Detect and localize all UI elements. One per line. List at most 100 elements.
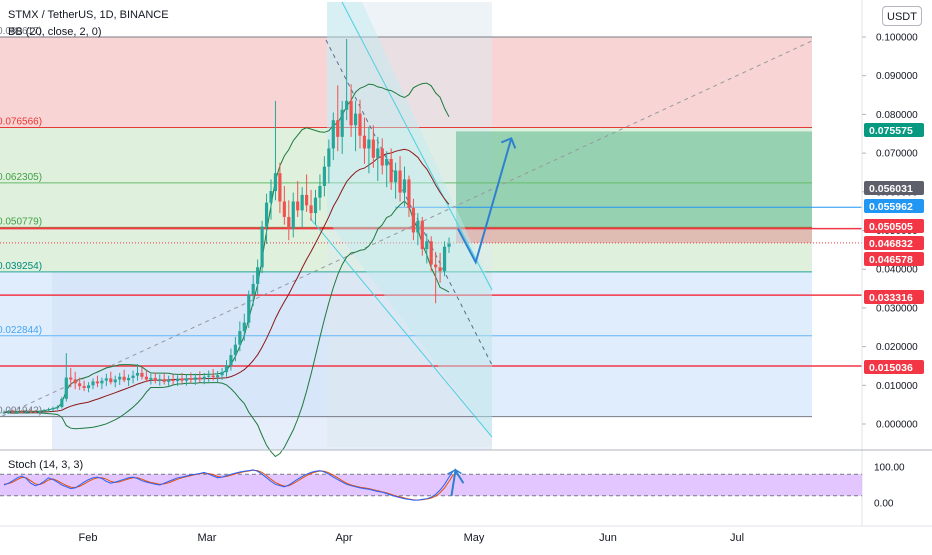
- candle-body: [429, 241, 433, 265]
- candle-body: [113, 379, 117, 383]
- candle-body: [20, 412, 24, 414]
- candle-body: [207, 375, 211, 377]
- candle-body: [216, 375, 220, 378]
- descending-channel: [327, 2, 492, 437]
- price-tag-label: 0.050505: [869, 221, 913, 233]
- candle-body: [305, 194, 309, 206]
- candle-body: [55, 406, 59, 409]
- candle-body: [287, 216, 291, 229]
- candle-body: [184, 378, 189, 381]
- stoch-band: [0, 474, 862, 496]
- candle-body: [82, 386, 86, 389]
- candle-body: [109, 378, 113, 383]
- candle-body: [282, 201, 286, 217]
- candle-body: [162, 379, 166, 382]
- candle-body: [233, 344, 237, 356]
- y-tick-label: 0.100000: [876, 33, 918, 44]
- price-tag: [864, 236, 924, 250]
- price-tag: [864, 252, 924, 266]
- candle-body: [175, 378, 180, 382]
- selection-range-zone: [327, 2, 492, 447]
- candle-body: [238, 331, 242, 345]
- price-tag-label: 0.046578: [869, 254, 913, 266]
- candle-body: [33, 412, 37, 414]
- candle-body: [220, 372, 224, 376]
- candle-body: [15, 412, 19, 414]
- candle-body: [256, 267, 260, 284]
- bb-indicator-label: BB (20, close, 2, 0): [8, 26, 102, 38]
- candle-body: [367, 139, 371, 149]
- fib-level-label: 0.089617): [0, 26, 42, 37]
- price-tag: [864, 181, 924, 195]
- stoch-indicator-label: Stoch (14, 3, 3): [8, 459, 84, 471]
- price-tag: [864, 290, 924, 304]
- price-tag: [864, 123, 924, 137]
- candle-body: [278, 173, 282, 202]
- y-tick-label: 0.090000: [876, 71, 918, 82]
- bb-basis-line: [3, 148, 450, 413]
- candle-body: [376, 148, 380, 158]
- price-tag-label: 0.056031: [869, 183, 913, 195]
- candle-body: [140, 372, 144, 377]
- candle-body: [38, 411, 42, 413]
- candle-body: [144, 376, 148, 380]
- candle-body: [327, 148, 331, 167]
- y-tick-label: 0.030000: [876, 303, 918, 314]
- candle-body: [371, 139, 375, 158]
- candle-body: [273, 173, 278, 192]
- candle-body: [104, 378, 108, 381]
- candle-body: [313, 197, 318, 214]
- candle-body: [131, 375, 135, 378]
- candle-body: [291, 201, 295, 229]
- candle-body: [149, 377, 153, 380]
- channel-upper-line: [341, 1, 493, 291]
- candle-body: [362, 135, 367, 149]
- candle-body: [447, 243, 451, 247]
- candle-body: [331, 120, 335, 149]
- channel-mid-line: [325, 39, 493, 366]
- candle-body: [29, 411, 33, 413]
- fib-level-label: 0.062305): [0, 172, 42, 183]
- position-stop-zone: [456, 228, 812, 243]
- candle-body: [69, 377, 73, 380]
- currency-button[interactable]: USDT: [882, 6, 922, 26]
- candle-body: [91, 381, 95, 386]
- candle-body: [402, 179, 407, 193]
- candle-body: [78, 383, 82, 387]
- projection-arrowhead: [500, 137, 517, 149]
- candle-body: [180, 378, 184, 381]
- candle-body: [189, 378, 193, 380]
- projection-path: [457, 138, 513, 265]
- price-tag: [864, 219, 924, 233]
- candle-body: [442, 246, 447, 272]
- fib-level-label: 0.050779): [0, 216, 42, 227]
- candle-body: [46, 409, 51, 411]
- candle-body: [345, 100, 349, 110]
- candle-body: [100, 380, 104, 384]
- candle-body: [385, 158, 389, 166]
- candle-body: [64, 377, 68, 399]
- y-tick-label: 0.000000: [876, 420, 918, 431]
- candle-body: [398, 170, 402, 193]
- candle-body: [264, 202, 269, 227]
- candle-body: [251, 283, 255, 295]
- x-tick-label: Mar: [198, 532, 217, 544]
- candle-body: [51, 408, 55, 410]
- y-tick-label: 0.080000: [876, 110, 918, 121]
- candle-body: [122, 376, 126, 381]
- candle-body: [211, 375, 215, 378]
- stoch-d-line: [3, 469, 454, 501]
- candle-body: [340, 109, 344, 137]
- candle-body: [380, 148, 384, 166]
- candle-body: [318, 185, 322, 198]
- candle-body: [135, 372, 140, 376]
- candle-body: [300, 194, 304, 211]
- candle-body: [407, 179, 411, 209]
- candle-body: [389, 158, 393, 183]
- fib-level-label: 0.022844): [0, 325, 42, 336]
- candle-body: [86, 385, 91, 389]
- fib-level-label: 0.001942): [0, 406, 42, 417]
- price-tag-label: 0.046832: [869, 238, 913, 250]
- fib-level-label: 0.039254): [0, 261, 42, 272]
